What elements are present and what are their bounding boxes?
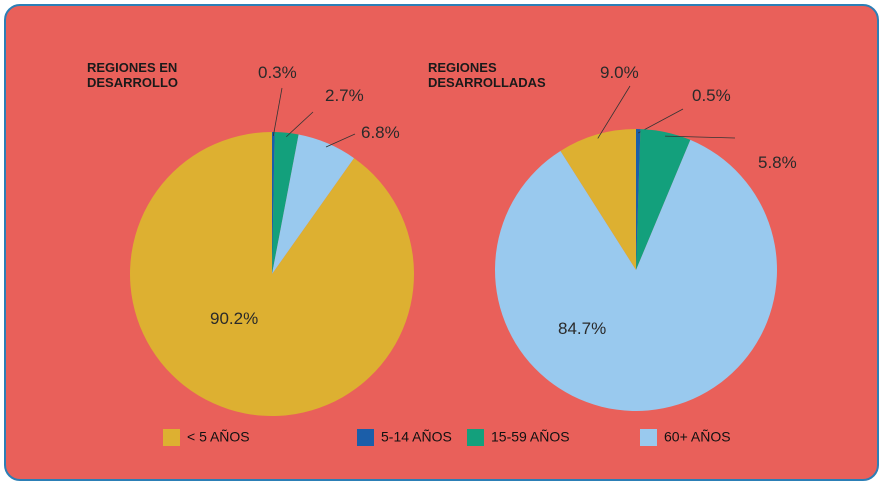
pie-slice: [272, 132, 275, 274]
legend-swatch: [357, 429, 374, 446]
legend-label: < 5 AÑOS: [187, 429, 250, 445]
leader-line: [597, 85, 631, 139]
legend-label: 60+ AÑOS: [664, 429, 731, 445]
legend-swatch: [640, 429, 657, 446]
pie-slice: [636, 129, 641, 270]
leader-line: [325, 133, 356, 148]
pie-slice: [272, 134, 355, 274]
value-label: 6.8%: [361, 123, 400, 142]
pie-slice: [272, 132, 299, 274]
legend-swatch: [467, 429, 484, 446]
value-label: 90.2%: [210, 309, 258, 328]
pie-slice: [560, 129, 636, 270]
value-label: 5.8%: [758, 153, 797, 172]
value-label: 9.0%: [600, 63, 639, 82]
value-label: 84.7%: [558, 319, 606, 338]
legend-swatch: [163, 429, 180, 446]
legend-label: 15-59 AÑOS: [491, 429, 570, 445]
value-label: 0.3%: [258, 63, 297, 82]
pie-slice: [494, 139, 777, 412]
leader-line: [286, 111, 314, 138]
value-label: 0.5%: [692, 86, 731, 105]
leader-line: [665, 135, 736, 139]
chart-title: REGIONES DESARROLLADAS: [428, 60, 546, 90]
pie-slice: [636, 129, 691, 270]
leader-line: [637, 108, 684, 134]
leader-line: [272, 87, 283, 137]
value-label: 2.7%: [325, 86, 364, 105]
chart-title: REGIONES EN DESARROLLO: [87, 60, 178, 90]
legend-label: 5-14 AÑOS: [381, 429, 452, 445]
